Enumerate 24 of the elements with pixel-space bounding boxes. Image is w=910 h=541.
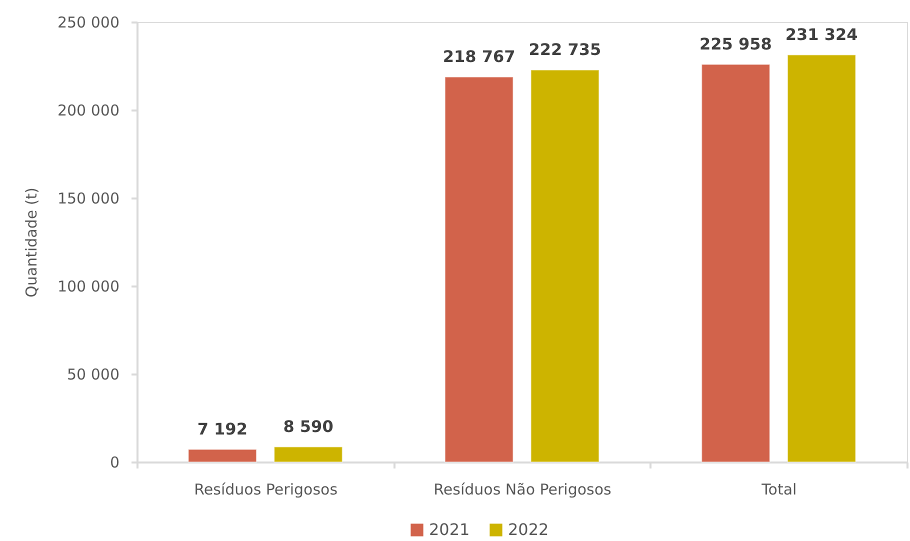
data-label: 225 958 [700, 34, 772, 54]
bar [530, 69, 600, 462]
data-label: 222 735 [528, 40, 602, 59]
legend-label: 2022 [508, 520, 549, 539]
y-tick-label: 200 000 [57, 102, 120, 120]
data-label: 218 767 [442, 46, 516, 66]
data-label: 231 324 [785, 24, 858, 44]
data-label: 8 590 [283, 416, 334, 436]
x-tick-label: Resíduos Perigosos [194, 480, 338, 498]
bar [274, 446, 343, 462]
y-tick-label: 0 [110, 454, 120, 472]
bar [188, 448, 257, 462]
y-tick-label: 50 000 [67, 366, 120, 384]
y-tick-label: 150 000 [57, 190, 120, 208]
y-tick-label: 100 000 [57, 278, 120, 296]
y-tick-label: 250 000 [57, 14, 120, 32]
bar [444, 76, 514, 462]
bar [787, 54, 856, 462]
x-tick-label: Resíduos Não Perigosos [434, 480, 612, 498]
data-label: 7 192 [197, 419, 248, 438]
bar [701, 64, 770, 462]
y-axis-title: Quantidade (t) [22, 188, 40, 298]
x-tick-label: Total [760, 480, 797, 498]
legend-label: 2021 [429, 520, 470, 539]
